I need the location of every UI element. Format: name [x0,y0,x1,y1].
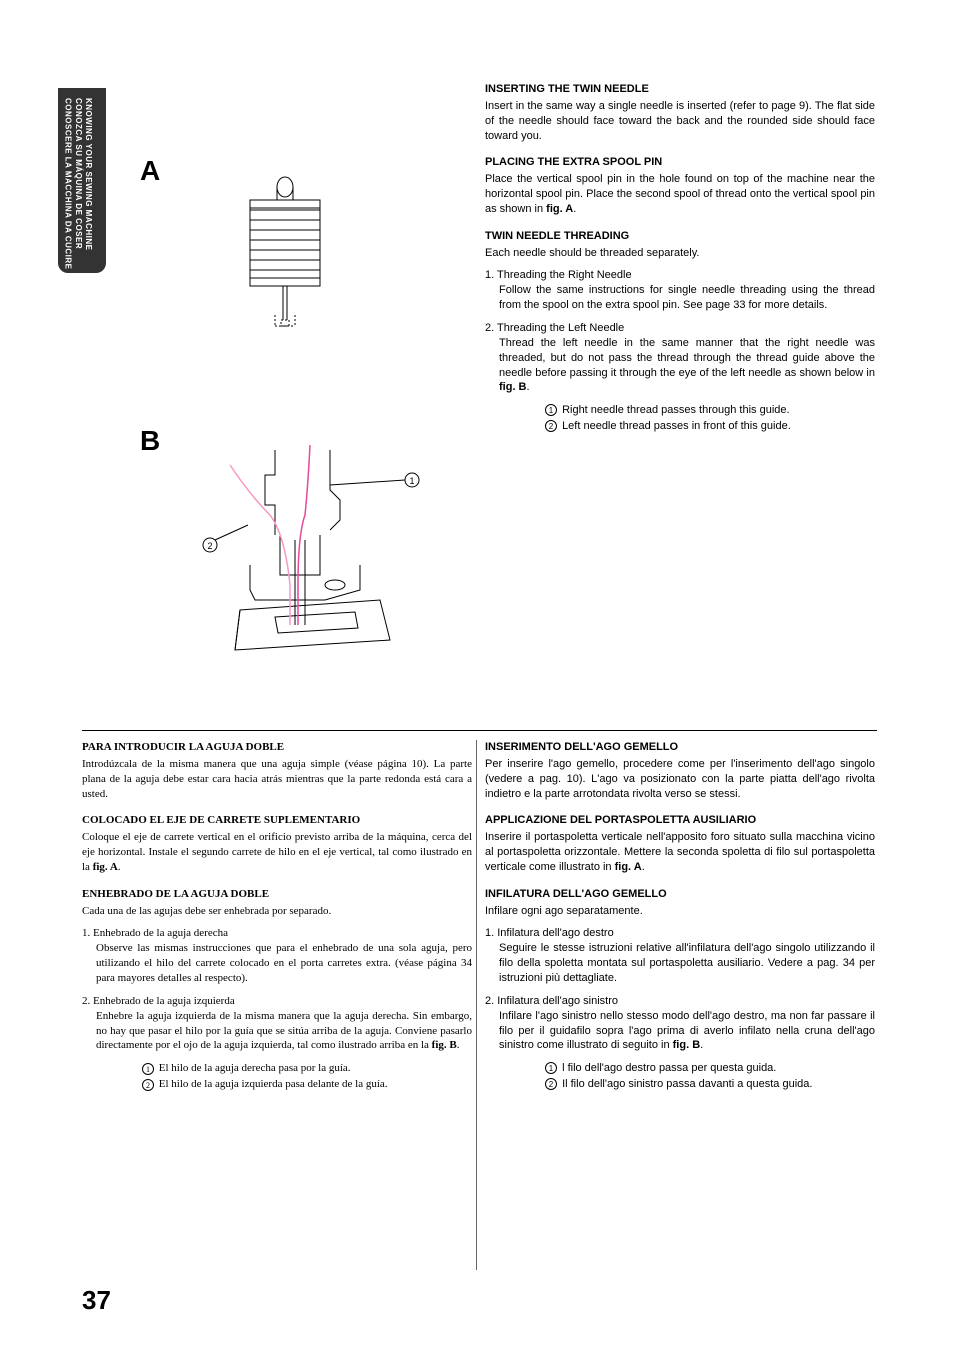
paragraph: Insert in the same way a single needle i… [485,99,875,144]
list-item: 1. Infilatura dell'ago destro Seguire le… [485,926,875,985]
divider-horizontal [82,730,877,731]
list-item: 1. Threading the Right Needle Follow the… [485,268,875,313]
heading: INFILATURA DELL'AGO GEMELLO [485,887,875,902]
list-item: 2. Infilatura dell'ago sinistro Infilare… [485,994,875,1053]
page-number: 37 [82,1285,111,1316]
paragraph: Infilare ogni ago separatamente. [485,904,875,919]
divider-vertical [476,740,477,1270]
paragraph: Coloque el eje de carrete vertical en el… [82,830,472,875]
circled-1-icon: 1 [545,1062,557,1074]
heading: APPLICAZIONE DEL PORTASPOLETTA AUSILIARI… [485,813,875,828]
circled-1-icon: 1 [142,1063,154,1075]
circled-2-icon: 2 [545,420,557,432]
list-item: 2. Threading the Left Needle Thread the … [485,321,875,395]
heading: PLACING THE EXTRA SPOOL PIN [485,155,875,170]
spanish-column: PARA INTRODUCIR LA AGUJA DOBLE Introdúzc… [82,740,472,1093]
list-item: 1. Enhebrado de la aguja derecha Observe… [82,926,472,985]
english-column: INSERTING THE TWIN NEEDLE Insert in the … [485,82,875,435]
heading: INSERIMENTO DELL'AGO GEMELLO [485,740,875,755]
circled-1-icon: 1 [545,404,557,416]
list-item: 2. Enhebrado de la aguja izquierda Enheb… [82,994,472,1053]
tab-text: KNOWING YOUR SEWING MACHINE CONOZCA SU M… [62,98,93,270]
paragraph: Cada una de las agujas debe ser enhebrad… [82,904,472,919]
paragraph: Per inserire l'ago gemello, procedere co… [485,757,875,802]
heading: TWIN NEEDLE THREADING [485,229,875,244]
circled-2-icon: 2 [142,1079,154,1091]
heading: PARA INTRODUCIR LA AGUJA DOBLE [82,740,472,755]
figure-b-label: B [140,425,160,457]
svg-text:2: 2 [207,541,212,551]
legend: 1 Right needle thread passes through thi… [485,403,875,434]
legend: 1 l filo dell'ago destro passa per quest… [485,1061,875,1092]
section-tab: KNOWING YOUR SEWING MACHINE CONOZCA SU M… [58,88,106,273]
italian-column: INSERIMENTO DELL'AGO GEMELLO Per inserir… [485,740,875,1093]
heading: INSERTING THE TWIN NEEDLE [485,82,875,97]
heading: COLOCADO EL EJE DE CARRETE SUPLEMENTARIO [82,813,472,828]
diagram-a-spool [210,165,360,365]
paragraph: Each needle should be threaded separatel… [485,246,875,261]
heading: ENHEBRADO DE LA AGUJA DOBLE [82,887,472,902]
svg-text:1: 1 [409,476,414,486]
figure-a-label: A [140,155,160,187]
diagram-b-threading: 1 2 [180,445,440,685]
legend: 1 El hilo de la aguja derecha pasa por l… [82,1061,472,1092]
paragraph: Inserire il portaspoletta verticale nell… [485,830,875,875]
paragraph: Place the vertical spool pin in the hole… [485,172,875,217]
circled-2-icon: 2 [545,1078,557,1090]
paragraph: Introdúzcala de la misma manera que una … [82,757,472,802]
